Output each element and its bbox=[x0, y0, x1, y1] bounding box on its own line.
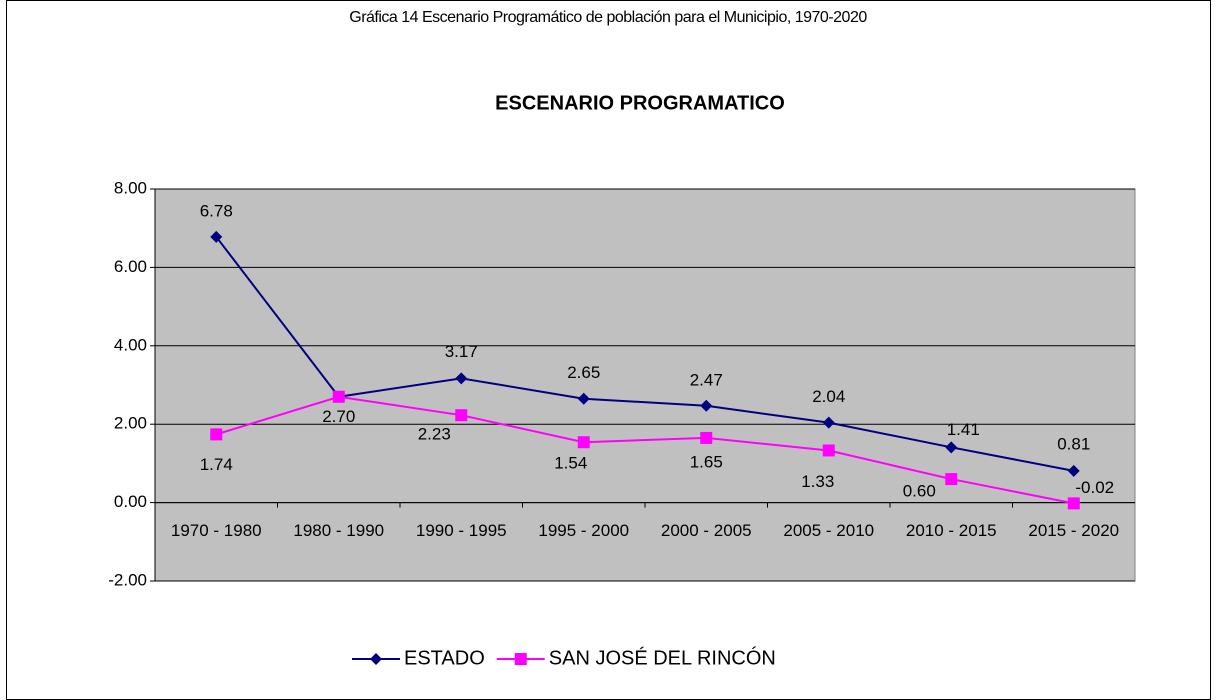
point bbox=[945, 441, 958, 454]
legend-label: SAN JOSÉ DEL RINCÓN bbox=[549, 646, 776, 669]
x-tick-label: 1995 - 2000 bbox=[538, 521, 629, 540]
chart-title: ESCENARIO PROGRAMATICO bbox=[495, 92, 785, 114]
y-tick-label: 6.00 bbox=[114, 257, 147, 276]
data-label: 0.60 bbox=[903, 482, 936, 501]
series-line bbox=[215, 236, 1074, 472]
point bbox=[700, 399, 713, 412]
x-tick-label: 2010 - 2015 bbox=[906, 521, 997, 540]
data-label: 2.23 bbox=[418, 425, 451, 444]
y-tick-label: -2.00 bbox=[108, 570, 147, 589]
legend-label: ESTADO bbox=[404, 647, 485, 669]
x-tick-label: 1980 - 1990 bbox=[293, 521, 384, 540]
x-tick-label: 1990 - 1995 bbox=[416, 521, 507, 540]
point bbox=[455, 409, 468, 422]
point bbox=[210, 230, 223, 243]
data-label: 2.70 bbox=[322, 407, 355, 426]
data-label: 1.54 bbox=[554, 454, 587, 473]
data-label: 6.78 bbox=[200, 201, 233, 220]
x-tick-label: 2015 - 2020 bbox=[1028, 521, 1119, 540]
x-tick-label: 2005 - 2010 bbox=[783, 521, 874, 540]
point bbox=[822, 444, 835, 457]
y-tick-label: 0.00 bbox=[114, 492, 147, 511]
point bbox=[822, 416, 835, 429]
y-tick-label: 8.00 bbox=[114, 178, 147, 197]
point bbox=[514, 653, 527, 665]
series-line bbox=[215, 395, 1074, 505]
data-label: 3.17 bbox=[445, 342, 478, 361]
point bbox=[700, 431, 713, 444]
point bbox=[577, 392, 590, 405]
data-label: 1.41 bbox=[947, 420, 980, 439]
x-tick-label: 1970 - 1980 bbox=[171, 521, 262, 540]
y-tick-label: 2.00 bbox=[114, 414, 147, 433]
point bbox=[370, 653, 382, 665]
data-label: 2.47 bbox=[690, 370, 723, 389]
data-label: 2.04 bbox=[812, 387, 845, 406]
data-label: 1.33 bbox=[801, 472, 834, 491]
x-tick-label: 2000 - 2005 bbox=[661, 521, 752, 540]
point bbox=[210, 428, 223, 441]
y-tick-label: 4.00 bbox=[114, 335, 147, 354]
caption: Gráfica 14 Escenario Programático de pob… bbox=[349, 9, 867, 26]
point bbox=[577, 436, 590, 449]
data-label: 1.65 bbox=[690, 452, 723, 471]
data-label: 2.65 bbox=[567, 363, 600, 382]
data-label: -0.02 bbox=[1075, 478, 1114, 497]
point bbox=[1067, 497, 1080, 510]
data-label: 1.74 bbox=[200, 455, 233, 474]
point bbox=[945, 473, 958, 486]
point bbox=[1067, 464, 1080, 477]
point bbox=[455, 372, 468, 385]
data-label: 0.81 bbox=[1057, 434, 1090, 453]
point bbox=[332, 390, 345, 403]
plot-area bbox=[154, 188, 1136, 582]
